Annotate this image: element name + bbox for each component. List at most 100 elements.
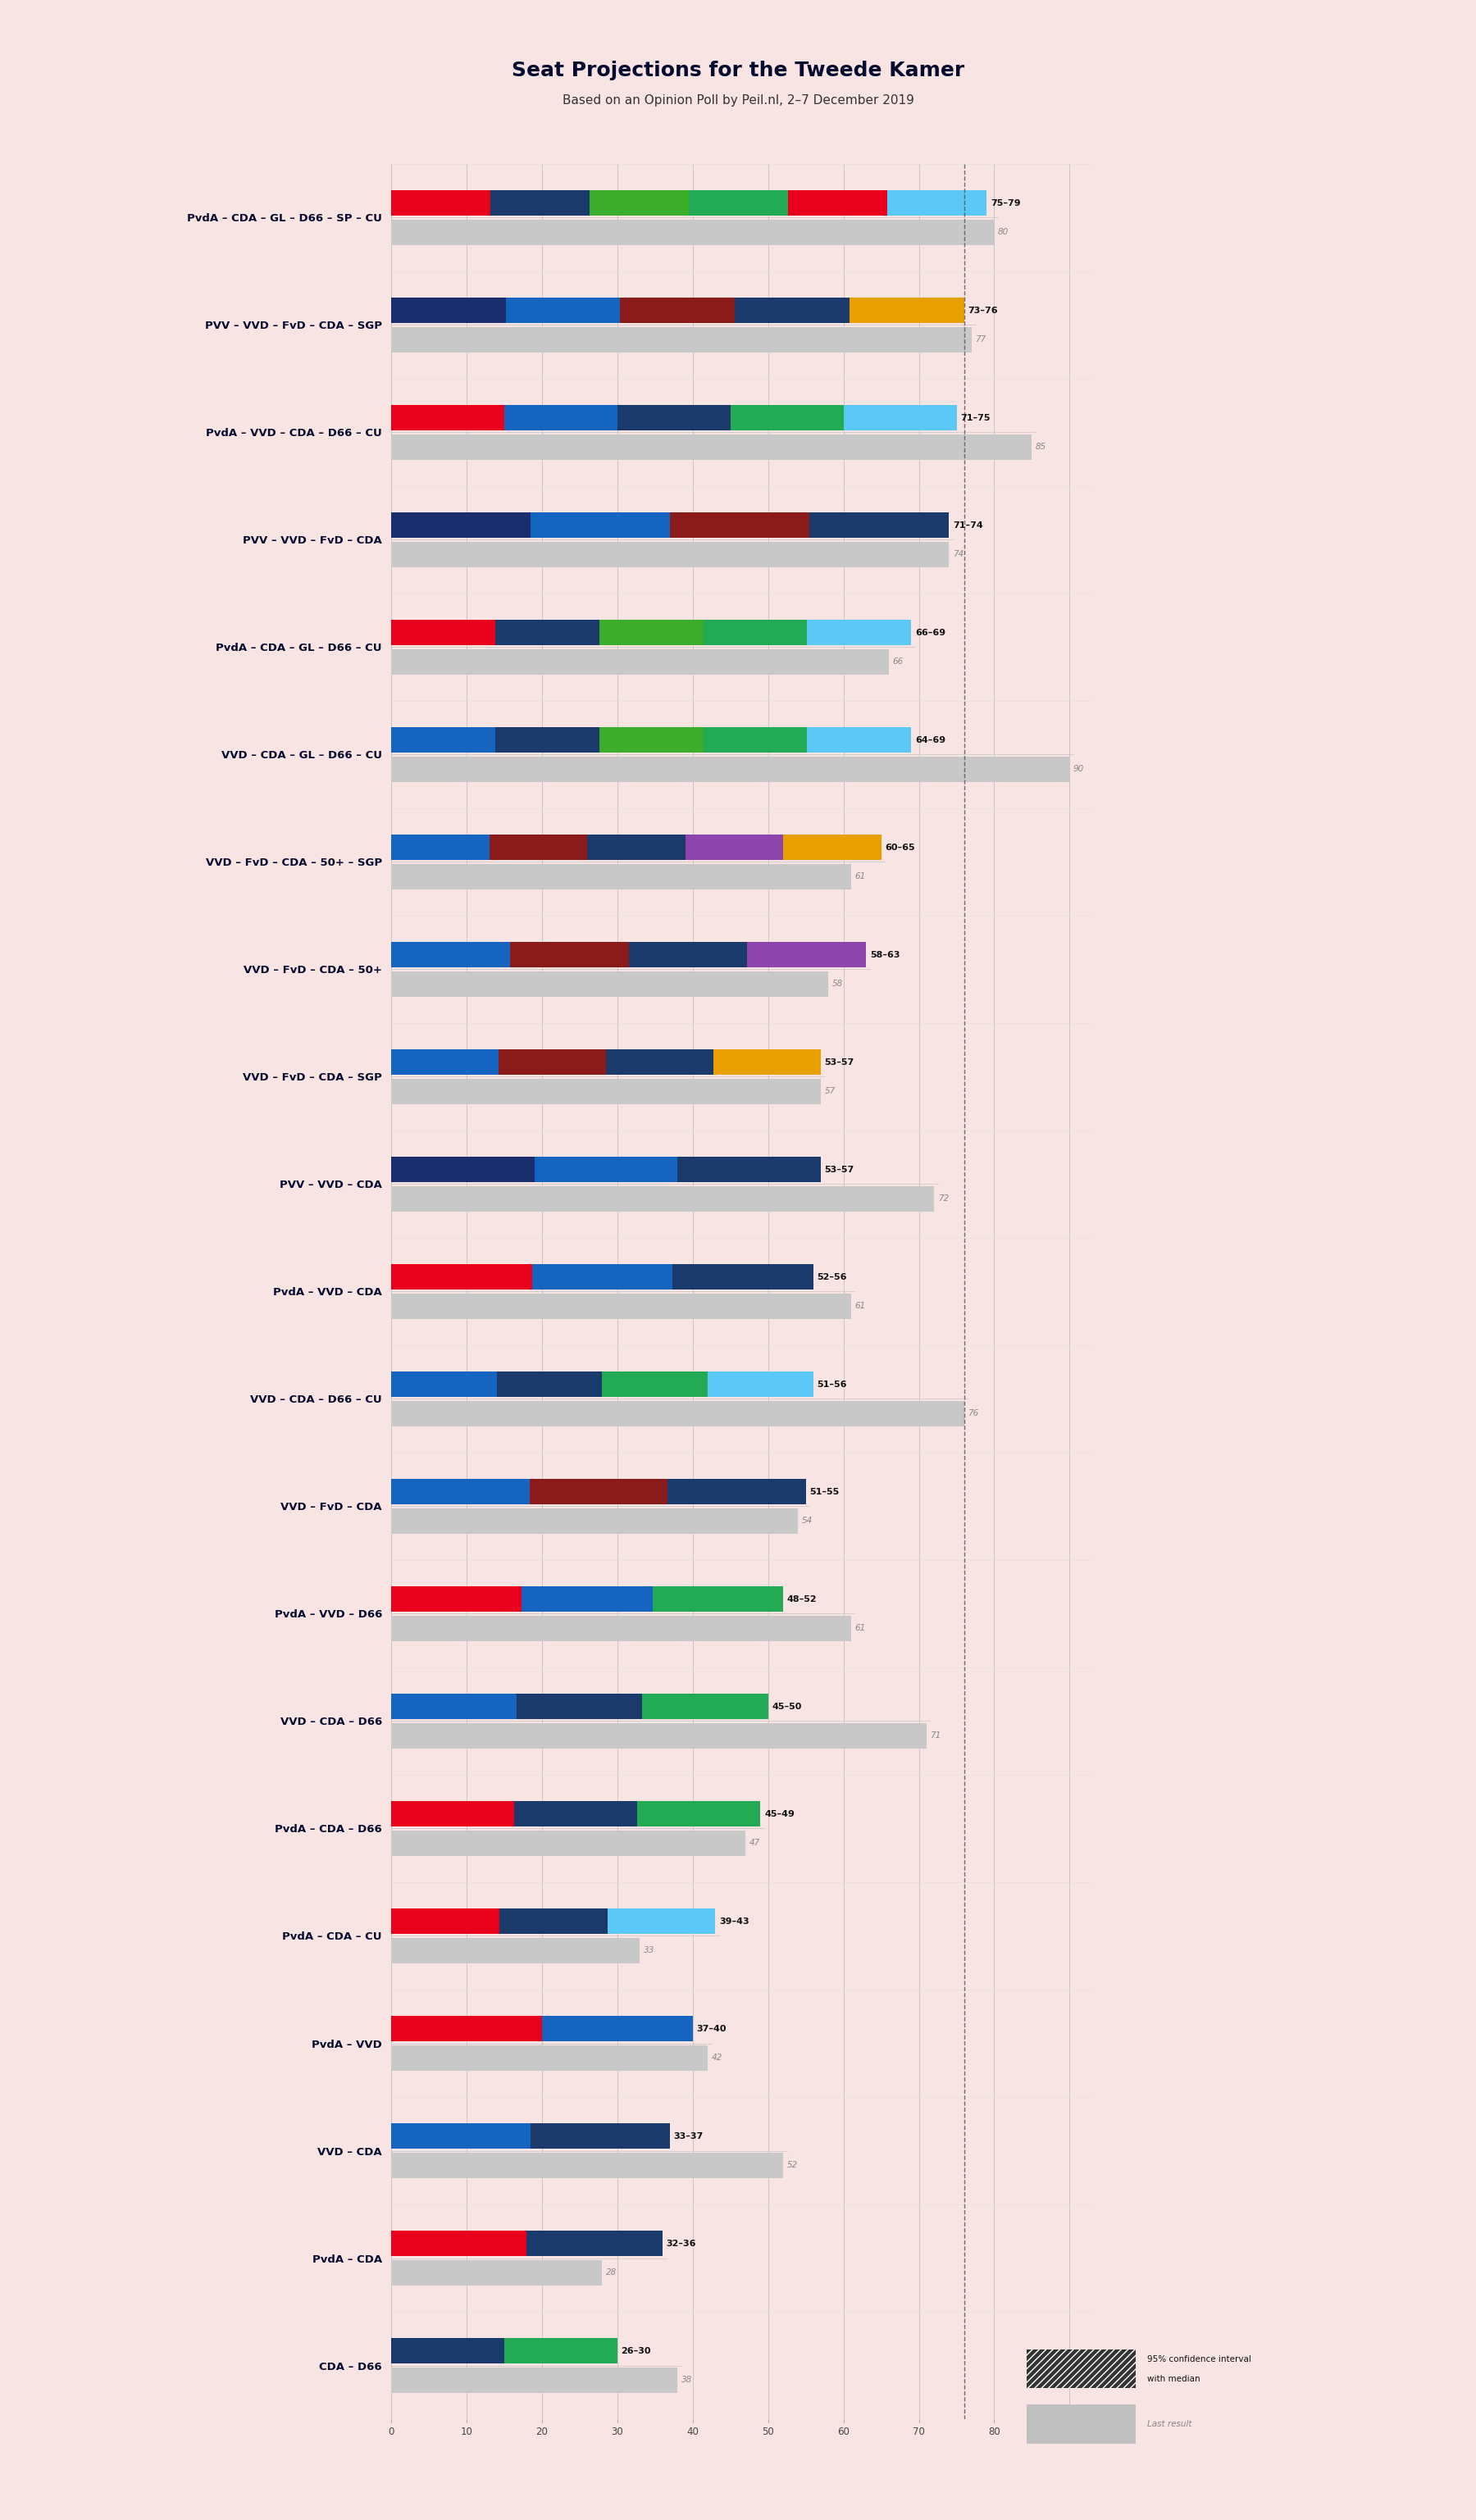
Bar [927, 406, 956, 431]
Bar [527, 2230, 663, 2255]
Bar [391, 650, 889, 675]
Bar [391, 834, 489, 859]
Bar [735, 297, 850, 323]
Bar [620, 297, 735, 323]
Bar [747, 942, 866, 968]
Bar [499, 1908, 607, 1933]
Text: 85: 85 [1036, 444, 1046, 451]
Bar [807, 728, 911, 753]
Bar [850, 297, 964, 323]
Bar [784, 1265, 813, 1290]
Text: 58: 58 [832, 980, 843, 988]
Text: 37–40: 37–40 [697, 2024, 726, 2034]
Text: 61: 61 [855, 1303, 865, 1310]
Bar [534, 1157, 677, 1182]
Bar [677, 1157, 821, 1182]
Text: 33–37: 33–37 [675, 2132, 704, 2139]
Text: 51–55: 51–55 [809, 1487, 840, 1497]
Bar [391, 2046, 708, 2071]
Bar [505, 2339, 617, 2364]
Bar [497, 1371, 602, 1396]
Bar [391, 2260, 602, 2286]
Bar [670, 512, 809, 537]
Text: 33: 33 [644, 1945, 654, 1956]
Bar [391, 1724, 927, 1749]
Bar [638, 1802, 760, 1827]
Bar [828, 942, 866, 968]
Text: 32–36: 32–36 [666, 2240, 697, 2248]
Bar [391, 1802, 514, 1827]
Bar [809, 512, 949, 537]
Bar [391, 1507, 799, 1535]
Bar [391, 433, 1032, 459]
Text: 45–50: 45–50 [772, 1704, 801, 1711]
Bar [670, 2016, 692, 2041]
Bar [788, 192, 887, 217]
Text: 48–52: 48–52 [787, 1595, 816, 1603]
Bar [494, 728, 599, 753]
Bar [731, 406, 843, 431]
Text: 47: 47 [750, 1840, 760, 1847]
Bar [775, 1371, 813, 1396]
Bar [391, 542, 949, 567]
Bar [391, 728, 494, 753]
Bar [523, 1588, 652, 1613]
Bar [489, 834, 587, 859]
Bar [599, 728, 703, 753]
Text: 71–75: 71–75 [961, 413, 990, 421]
Bar [602, 1371, 708, 1396]
Bar [391, 1371, 497, 1396]
Bar [685, 834, 784, 859]
Bar [775, 1479, 806, 1504]
Text: 95% confidence interval: 95% confidence interval [1147, 2356, 1252, 2364]
Bar [956, 192, 986, 217]
Text: 39–43: 39–43 [719, 1918, 750, 1925]
Bar [587, 2339, 617, 2364]
Bar [942, 297, 964, 323]
Text: Last result: Last result [1147, 2419, 1193, 2429]
Text: 76: 76 [968, 1409, 979, 1419]
Bar [391, 2152, 784, 2177]
Text: 66: 66 [893, 658, 903, 665]
Bar [391, 1693, 517, 1719]
Bar [731, 1693, 768, 1719]
Bar [391, 1830, 745, 1855]
Text: 80: 80 [998, 227, 1010, 237]
Text: 60–65: 60–65 [886, 844, 915, 852]
Bar [499, 1048, 607, 1076]
Text: 52–56: 52–56 [818, 1273, 847, 1280]
Bar [391, 219, 995, 244]
Bar [391, 1479, 530, 1504]
Text: Based on an Opinion Poll by Peil.nl, 2–7 December 2019: Based on an Opinion Poll by Peil.nl, 2–7… [562, 96, 914, 106]
Bar [587, 834, 685, 859]
Bar [589, 192, 689, 217]
Bar [641, 2124, 670, 2150]
Bar [703, 728, 807, 753]
Bar [506, 297, 620, 323]
Bar [731, 1802, 760, 1827]
Bar [517, 1693, 642, 1719]
Bar [391, 328, 971, 353]
Text: 75–79: 75–79 [990, 199, 1020, 207]
Bar [391, 1187, 934, 1212]
Bar [391, 756, 1070, 781]
Text: with median: with median [1147, 2374, 1200, 2384]
Text: 72: 72 [937, 1194, 949, 1202]
Bar [642, 1693, 768, 1719]
Bar [391, 192, 490, 217]
Bar [652, 1588, 784, 1613]
Bar [807, 620, 911, 645]
Bar [391, 512, 530, 537]
Text: 61: 61 [855, 872, 865, 879]
Text: 77: 77 [976, 335, 986, 343]
Bar [391, 2366, 677, 2391]
Text: 64–69: 64–69 [915, 736, 946, 743]
Bar [843, 834, 881, 859]
Bar [542, 2016, 692, 2041]
Bar [391, 1048, 499, 1076]
Bar [391, 1588, 523, 1613]
Bar [391, 2339, 505, 2364]
Bar [391, 406, 505, 431]
Bar [505, 406, 617, 431]
Bar [667, 1479, 806, 1504]
